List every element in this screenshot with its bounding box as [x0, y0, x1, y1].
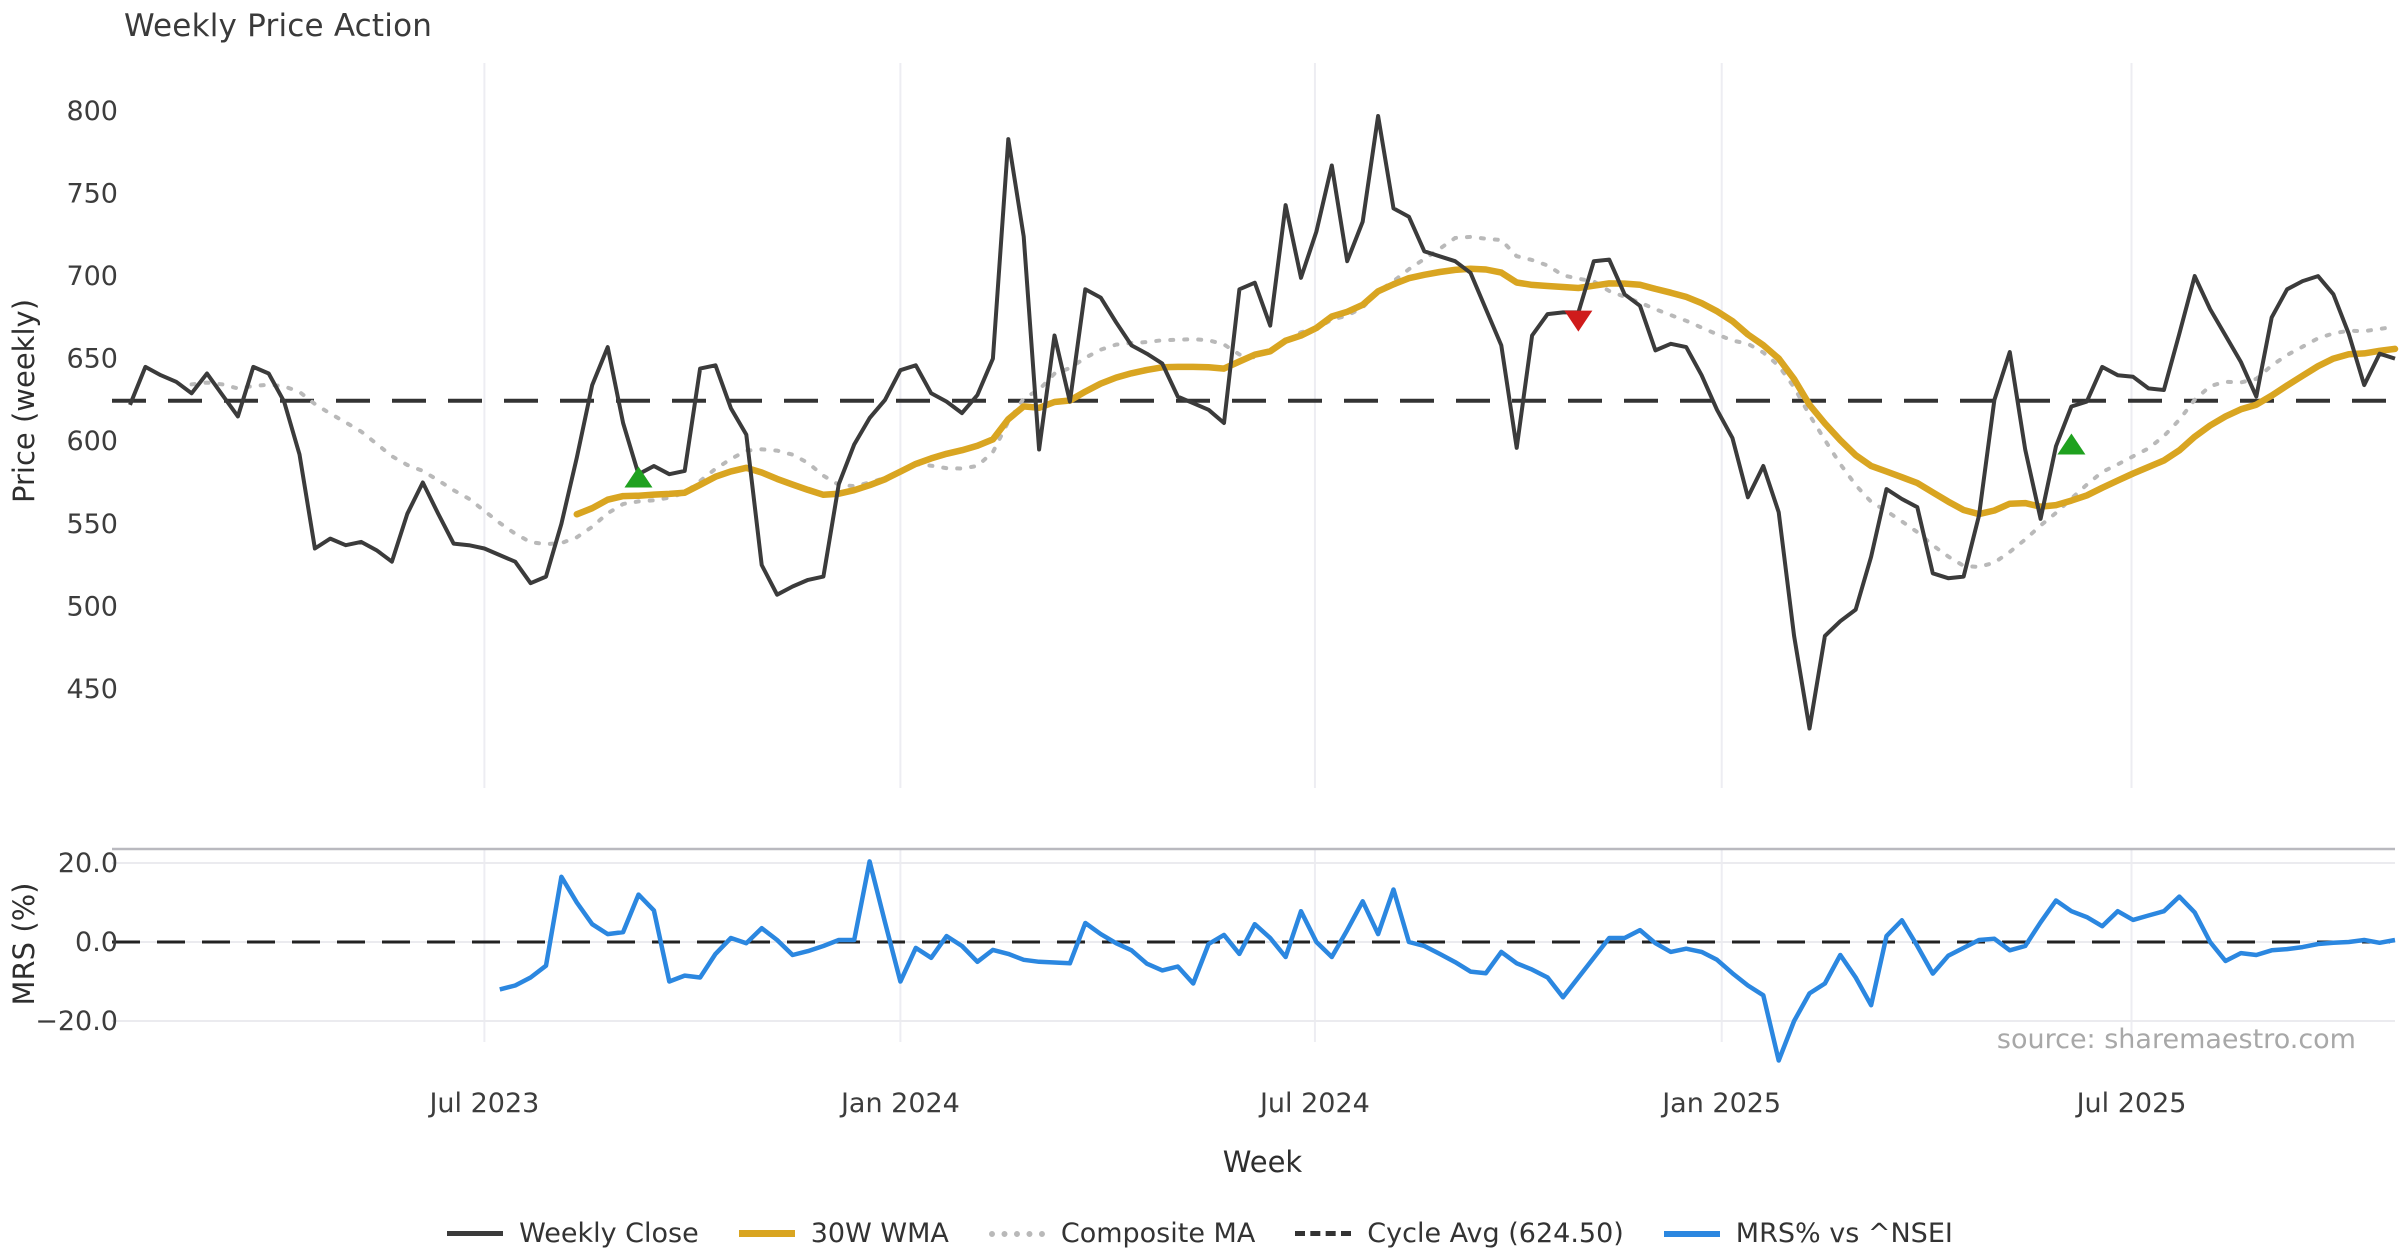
legend-label: MRS% vs ^NSEI — [1735, 1218, 1953, 1249]
legend-item: Weekly Close — [447, 1218, 699, 1249]
legend-label: Weekly Close — [519, 1218, 699, 1249]
price-ytick-label: 700 — [66, 261, 118, 292]
price-axis-title: Price (weekly) — [7, 299, 41, 503]
mrs-line — [499, 859, 2396, 1063]
mrs-ytick-label: 0.0 — [75, 927, 118, 958]
x-tick-label: Jan 2024 — [839, 1088, 960, 1119]
mrs-axis-title: MRS (%) — [7, 883, 41, 1006]
x-tick-label: Jul 2023 — [427, 1088, 539, 1119]
chart-title: Weekly Price Action — [124, 8, 433, 44]
weekly-close-line — [128, 114, 2396, 731]
price-ytick-label: 550 — [66, 509, 118, 540]
legend-swatch-mrs — [1663, 1230, 1720, 1237]
buy-signal-marker — [2057, 433, 2086, 455]
legend-item: MRS% vs ^NSEI — [1663, 1218, 1953, 1249]
x-tick-label: Jul 2024 — [1258, 1088, 1370, 1119]
legend-label: Composite MA — [1060, 1218, 1256, 1249]
price-ytick-label: 600 — [66, 426, 118, 457]
price-ytick-label: 750 — [66, 179, 118, 210]
legend-swatch-composite — [988, 1230, 1045, 1237]
legend-swatch-cycle_avg — [1295, 1231, 1352, 1236]
chart-legend: Weekly Close 30W WMA Composite MA Cycle Avg… — [0, 1218, 2400, 1249]
sell-signal-marker — [1564, 310, 1593, 332]
x-tick-label: Jan 2025 — [1660, 1088, 1781, 1119]
price-ytick-label: 450 — [66, 674, 118, 705]
price-ytick-label: 800 — [66, 96, 118, 127]
price-ytick-label: 500 — [66, 591, 118, 622]
legend-swatch-wma — [738, 1230, 795, 1237]
mrs-ytick-label: 20.0 — [58, 848, 118, 879]
buy-signal-marker — [624, 466, 653, 488]
price-ytick-label: 650 — [66, 344, 118, 375]
legend-swatch-close — [447, 1231, 504, 1236]
legend-label: 30W WMA — [810, 1218, 949, 1249]
legend-item: Composite MA — [988, 1218, 1256, 1249]
legend-label: Cycle Avg (624.50) — [1367, 1218, 1624, 1249]
x-axis-title: Week — [1223, 1145, 1303, 1179]
source-attribution: source: sharemaestro.com — [1996, 1024, 2356, 1055]
legend-item: Cycle Avg (624.50) — [1295, 1218, 1624, 1249]
wma-30w-line — [573, 265, 2399, 518]
x-tick-label: Jul 2025 — [2075, 1088, 2187, 1119]
legend-item: 30W WMA — [738, 1218, 949, 1249]
mrs-ytick-label: −20.0 — [35, 1006, 118, 1037]
